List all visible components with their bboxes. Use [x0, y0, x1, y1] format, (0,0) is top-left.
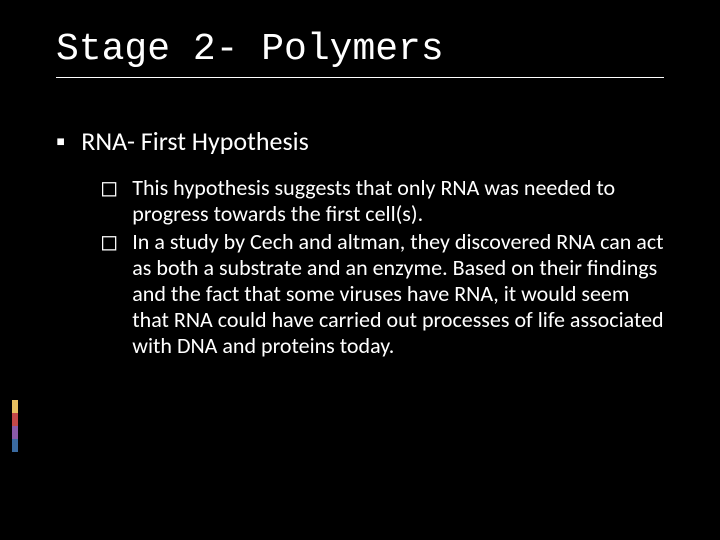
accent-segment: [12, 400, 18, 413]
bullet-level2: ◻ This hypothesis suggests that only RNA…: [100, 175, 664, 227]
hollow-square-bullet-icon: ◻: [100, 229, 118, 255]
slide-title: Stage 2- Polymers: [56, 28, 664, 71]
accent-segment: [12, 413, 18, 426]
bullet-level1: ▪ RNA- First Hypothesis: [56, 126, 664, 157]
square-bullet-icon: ▪: [56, 126, 65, 157]
bullet-level2-text: In a study by Cech and altman, they disc…: [132, 229, 664, 359]
bullet-level2-text: This hypothesis suggests that only RNA w…: [132, 175, 664, 227]
side-accent-decoration: [12, 400, 18, 452]
accent-segment: [12, 426, 18, 439]
title-underline: [56, 77, 664, 78]
slide: Stage 2- Polymers ▪ RNA- First Hypothesi…: [0, 0, 720, 540]
hollow-square-bullet-icon: ◻: [100, 175, 118, 201]
bullet-level1-text: RNA- First Hypothesis: [81, 126, 309, 157]
bullet-level2: ◻ In a study by Cech and altman, they di…: [100, 229, 664, 359]
accent-segment: [12, 439, 18, 452]
